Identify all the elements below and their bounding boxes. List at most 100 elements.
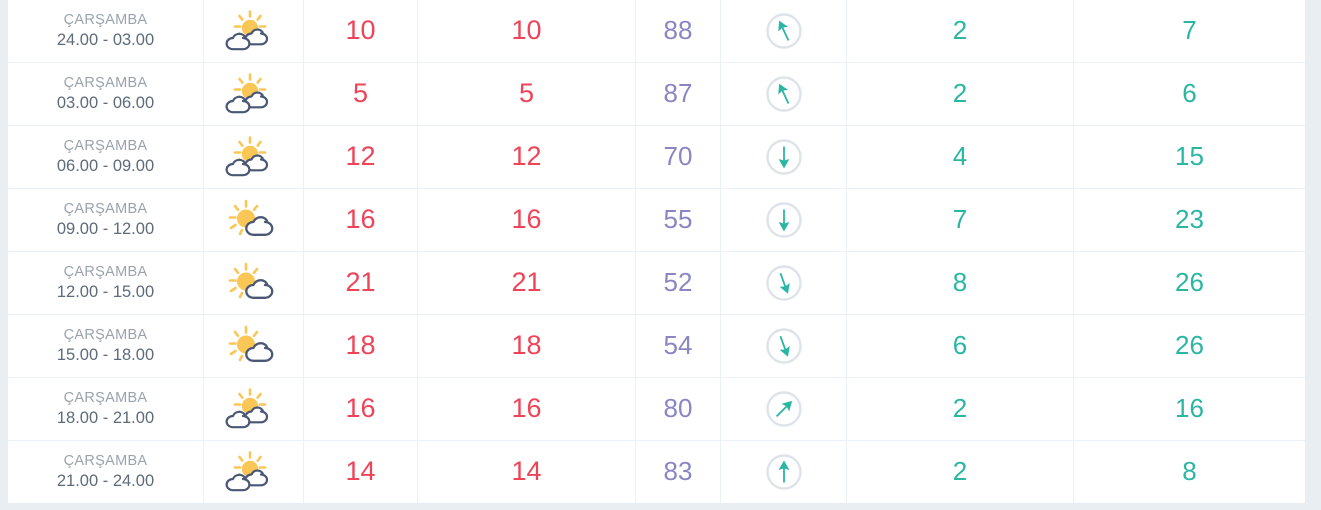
arrow-up-left-icon [765, 13, 802, 49]
humidity-value: 88 [663, 15, 693, 46]
forecast-row: ÇARŞAMBA 06.00 - 09.00 12 12 70 4 15 [8, 126, 1305, 188]
day-label: ÇARŞAMBA [63, 453, 148, 470]
wind-speed-cell: 2 [847, 0, 1074, 62]
sun-one-cloud-icon [228, 262, 273, 299]
temperature-cell: 10 [304, 0, 418, 62]
weather-condition-cell [204, 378, 304, 440]
humidity-cell: 88 [636, 0, 721, 62]
sun-one-cloud-icon [228, 199, 273, 236]
humidity-cell: 83 [636, 441, 721, 503]
time-range-label: 15.00 - 18.00 [56, 345, 155, 364]
arrow-down-icon [765, 202, 802, 238]
wind-gust-value: 7 [1182, 15, 1197, 46]
wind-speed-cell: 6 [847, 315, 1074, 377]
wind-speed-value: 7 [952, 204, 968, 235]
temperature-value: 5 [352, 78, 369, 109]
wind-speed-value: 2 [952, 456, 968, 487]
feels-like-value: 12 [511, 141, 542, 172]
humidity-value: 70 [663, 141, 693, 172]
time-range-label: 06.00 - 09.00 [56, 156, 155, 175]
weather-condition-cell [204, 0, 304, 62]
wind-speed-cell: 2 [847, 441, 1074, 503]
feels-like-value: 14 [511, 456, 542, 487]
time-period-cell: ÇARŞAMBA 09.00 - 12.00 [8, 189, 204, 251]
wind-speed-value: 2 [952, 78, 968, 109]
wind-speed-cell: 8 [847, 252, 1074, 314]
feels-like-value: 21 [511, 267, 542, 298]
sun-two-clouds-icon [225, 387, 268, 429]
temperature-cell: 5 [304, 63, 418, 125]
temperature-value: 16 [345, 393, 376, 424]
weather-condition-cell [204, 126, 304, 188]
wind-direction-cell [721, 0, 847, 62]
wind-gust-value: 8 [1182, 456, 1197, 487]
day-label: ÇARŞAMBA [63, 138, 148, 155]
time-period-cell: ÇARŞAMBA 18.00 - 21.00 [8, 378, 204, 440]
temperature-cell: 16 [304, 378, 418, 440]
forecast-row: ÇARŞAMBA 09.00 - 12.00 16 16 55 7 23 [8, 189, 1305, 251]
day-label: ÇARŞAMBA [63, 264, 148, 281]
wind-speed-value: 2 [952, 393, 968, 424]
wind-gust-cell: 23 [1074, 189, 1305, 251]
forecast-row: ÇARŞAMBA 18.00 - 21.00 16 16 80 2 16 [8, 378, 1305, 440]
time-period-cell: ÇARŞAMBA 15.00 - 18.00 [8, 315, 204, 377]
humidity-value: 80 [663, 393, 693, 424]
wind-gust-value: 6 [1182, 78, 1197, 109]
temperature-cell: 18 [304, 315, 418, 377]
temperature-value: 18 [345, 330, 376, 361]
arrow-down-right-icon [765, 265, 802, 301]
wind-speed-value: 8 [952, 267, 968, 298]
wind-speed-value: 4 [952, 141, 968, 172]
temperature-value: 14 [345, 456, 376, 487]
wind-gust-value: 26 [1175, 267, 1204, 298]
temperature-cell: 21 [304, 252, 418, 314]
time-range-label: 21.00 - 24.00 [56, 471, 155, 490]
wind-direction-cell [721, 315, 847, 377]
time-range-label: 24.00 - 03.00 [56, 30, 155, 49]
time-period-cell: ÇARŞAMBA 12.00 - 15.00 [8, 252, 204, 314]
feels-like-cell: 18 [418, 315, 636, 377]
forecast-row: ÇARŞAMBA 15.00 - 18.00 18 18 54 6 26 [8, 315, 1305, 377]
sun-two-clouds-icon [225, 450, 268, 492]
temperature-cell: 16 [304, 189, 418, 251]
wind-gust-cell: 26 [1074, 252, 1305, 314]
wind-speed-value: 2 [952, 15, 968, 46]
humidity-value: 87 [663, 78, 693, 109]
temperature-value: 12 [345, 141, 376, 172]
arrow-down-icon [765, 139, 802, 175]
day-label: ÇARŞAMBA [63, 327, 148, 344]
humidity-value: 54 [663, 330, 693, 361]
wind-gust-cell: 15 [1074, 126, 1305, 188]
feels-like-cell: 16 [418, 378, 636, 440]
humidity-cell: 70 [636, 126, 721, 188]
wind-gust-cell: 8 [1074, 441, 1305, 503]
day-label: ÇARŞAMBA [63, 201, 148, 218]
sun-two-clouds-icon [225, 72, 268, 114]
day-label: ÇARŞAMBA [63, 390, 148, 407]
arrow-up-icon [765, 454, 802, 490]
sun-one-cloud-icon [228, 325, 273, 362]
wind-speed-cell: 2 [847, 378, 1074, 440]
weather-condition-cell [204, 315, 304, 377]
humidity-cell: 80 [636, 378, 721, 440]
humidity-value: 83 [663, 456, 693, 487]
wind-gust-value: 23 [1175, 204, 1204, 235]
humidity-value: 55 [663, 204, 693, 235]
wind-gust-cell: 16 [1074, 378, 1305, 440]
feels-like-value: 18 [511, 330, 542, 361]
wind-speed-value: 6 [952, 330, 968, 361]
time-range-label: 12.00 - 15.00 [56, 282, 155, 301]
wind-speed-cell: 2 [847, 63, 1074, 125]
feels-like-value: 5 [518, 78, 535, 109]
temperature-cell: 12 [304, 126, 418, 188]
hourly-forecast-table: ÇARŞAMBA 24.00 - 03.00 10 10 88 2 7 ÇARŞAMBA 03.… [8, 0, 1305, 503]
sun-two-clouds-icon [225, 135, 268, 177]
wind-direction-cell [721, 378, 847, 440]
forecast-row: ÇARŞAMBA 12.00 - 15.00 21 21 52 8 26 [8, 252, 1305, 314]
wind-gust-cell: 26 [1074, 315, 1305, 377]
temperature-value: 21 [345, 267, 376, 298]
time-period-cell: ÇARŞAMBA 21.00 - 24.00 [8, 441, 204, 503]
day-label: ÇARŞAMBA [63, 12, 148, 29]
humidity-cell: 87 [636, 63, 721, 125]
